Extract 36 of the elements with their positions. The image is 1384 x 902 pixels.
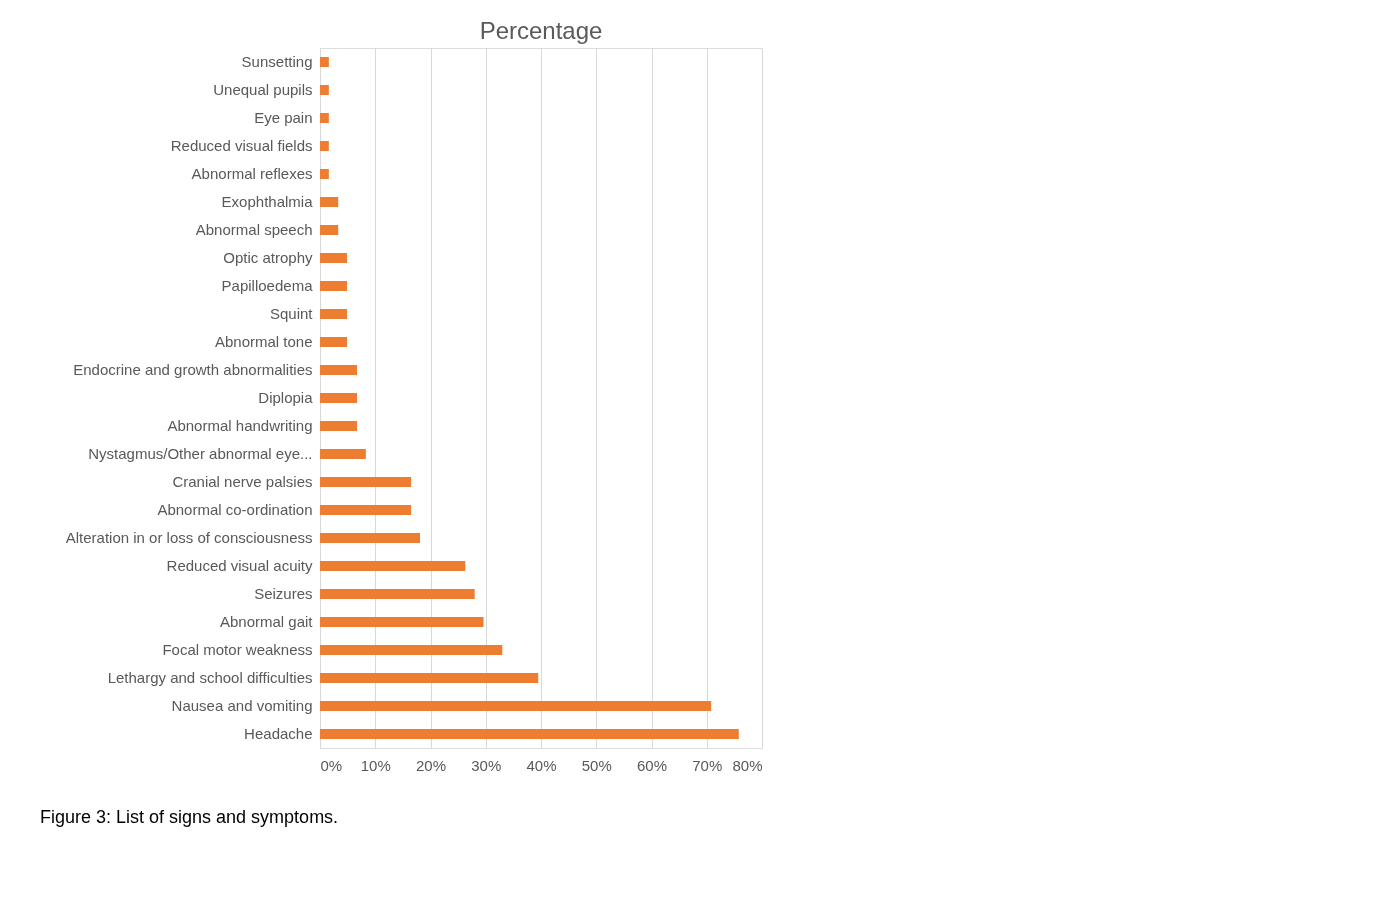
y-tick-label: Lethargy and school difficulties	[107, 669, 313, 686]
y-tick-label: Papilloedema	[221, 277, 314, 294]
y-tick-label: Nystagmus/Other abnormal eye...	[88, 445, 313, 462]
y-tick-label: Optic atrophy	[223, 249, 313, 266]
x-tick-label: 70%	[692, 756, 723, 774]
y-tick-label: Nausea and vomiting	[171, 697, 313, 714]
x-tick-label: 10%	[360, 756, 391, 774]
y-tick-label: Endocrine and growth abnormalities	[73, 361, 313, 378]
y-tick-label: Cranial nerve palsies	[172, 473, 313, 490]
y-tick-label: Abnormal speech	[195, 221, 313, 238]
y-tick-label: Abnormal handwriting	[167, 417, 313, 434]
x-tick-label: 40%	[526, 756, 557, 774]
y-tick-label: Diplopia	[258, 389, 314, 406]
y-tick-label: Reduced visual fields	[170, 137, 313, 154]
caption: Figure 3: List of signs and symptoms.	[40, 807, 339, 827]
y-tick-label: Sunsetting	[241, 53, 313, 70]
y-tick-label: Exophthalmia	[221, 193, 314, 210]
y-tick-label: Abnormal gait	[219, 613, 314, 630]
y-tick-label: Squint	[269, 305, 314, 322]
y-tick-label: Abnormal tone	[214, 333, 313, 350]
y-tick-label: Unequal pupils	[213, 81, 313, 98]
y-tick-label: Headache	[244, 725, 313, 742]
x-tick-label: 60%	[636, 756, 668, 774]
y-tick-label: Seizures	[254, 585, 313, 602]
x-tick-label: 50%	[581, 756, 612, 774]
x-tick-label: 0%	[320, 756, 343, 774]
x-tick-label: 30%	[471, 756, 502, 774]
y-tick-label: Focal motor weakness	[162, 641, 313, 658]
y-tick-label: Abnormal reflexes	[191, 165, 313, 182]
y-tick-label: Alteration in or loss of consciousness	[65, 529, 313, 546]
y-tick-label: Abnormal co-ordination	[157, 501, 313, 518]
y-tick-label: Eye pain	[254, 109, 313, 126]
x-tick-label: 80%	[732, 756, 763, 774]
y-tick-label: Reduced visual acuity	[166, 557, 313, 574]
chart-title: Percentage	[479, 17, 603, 44]
x-tick-label: 20%	[415, 756, 447, 774]
